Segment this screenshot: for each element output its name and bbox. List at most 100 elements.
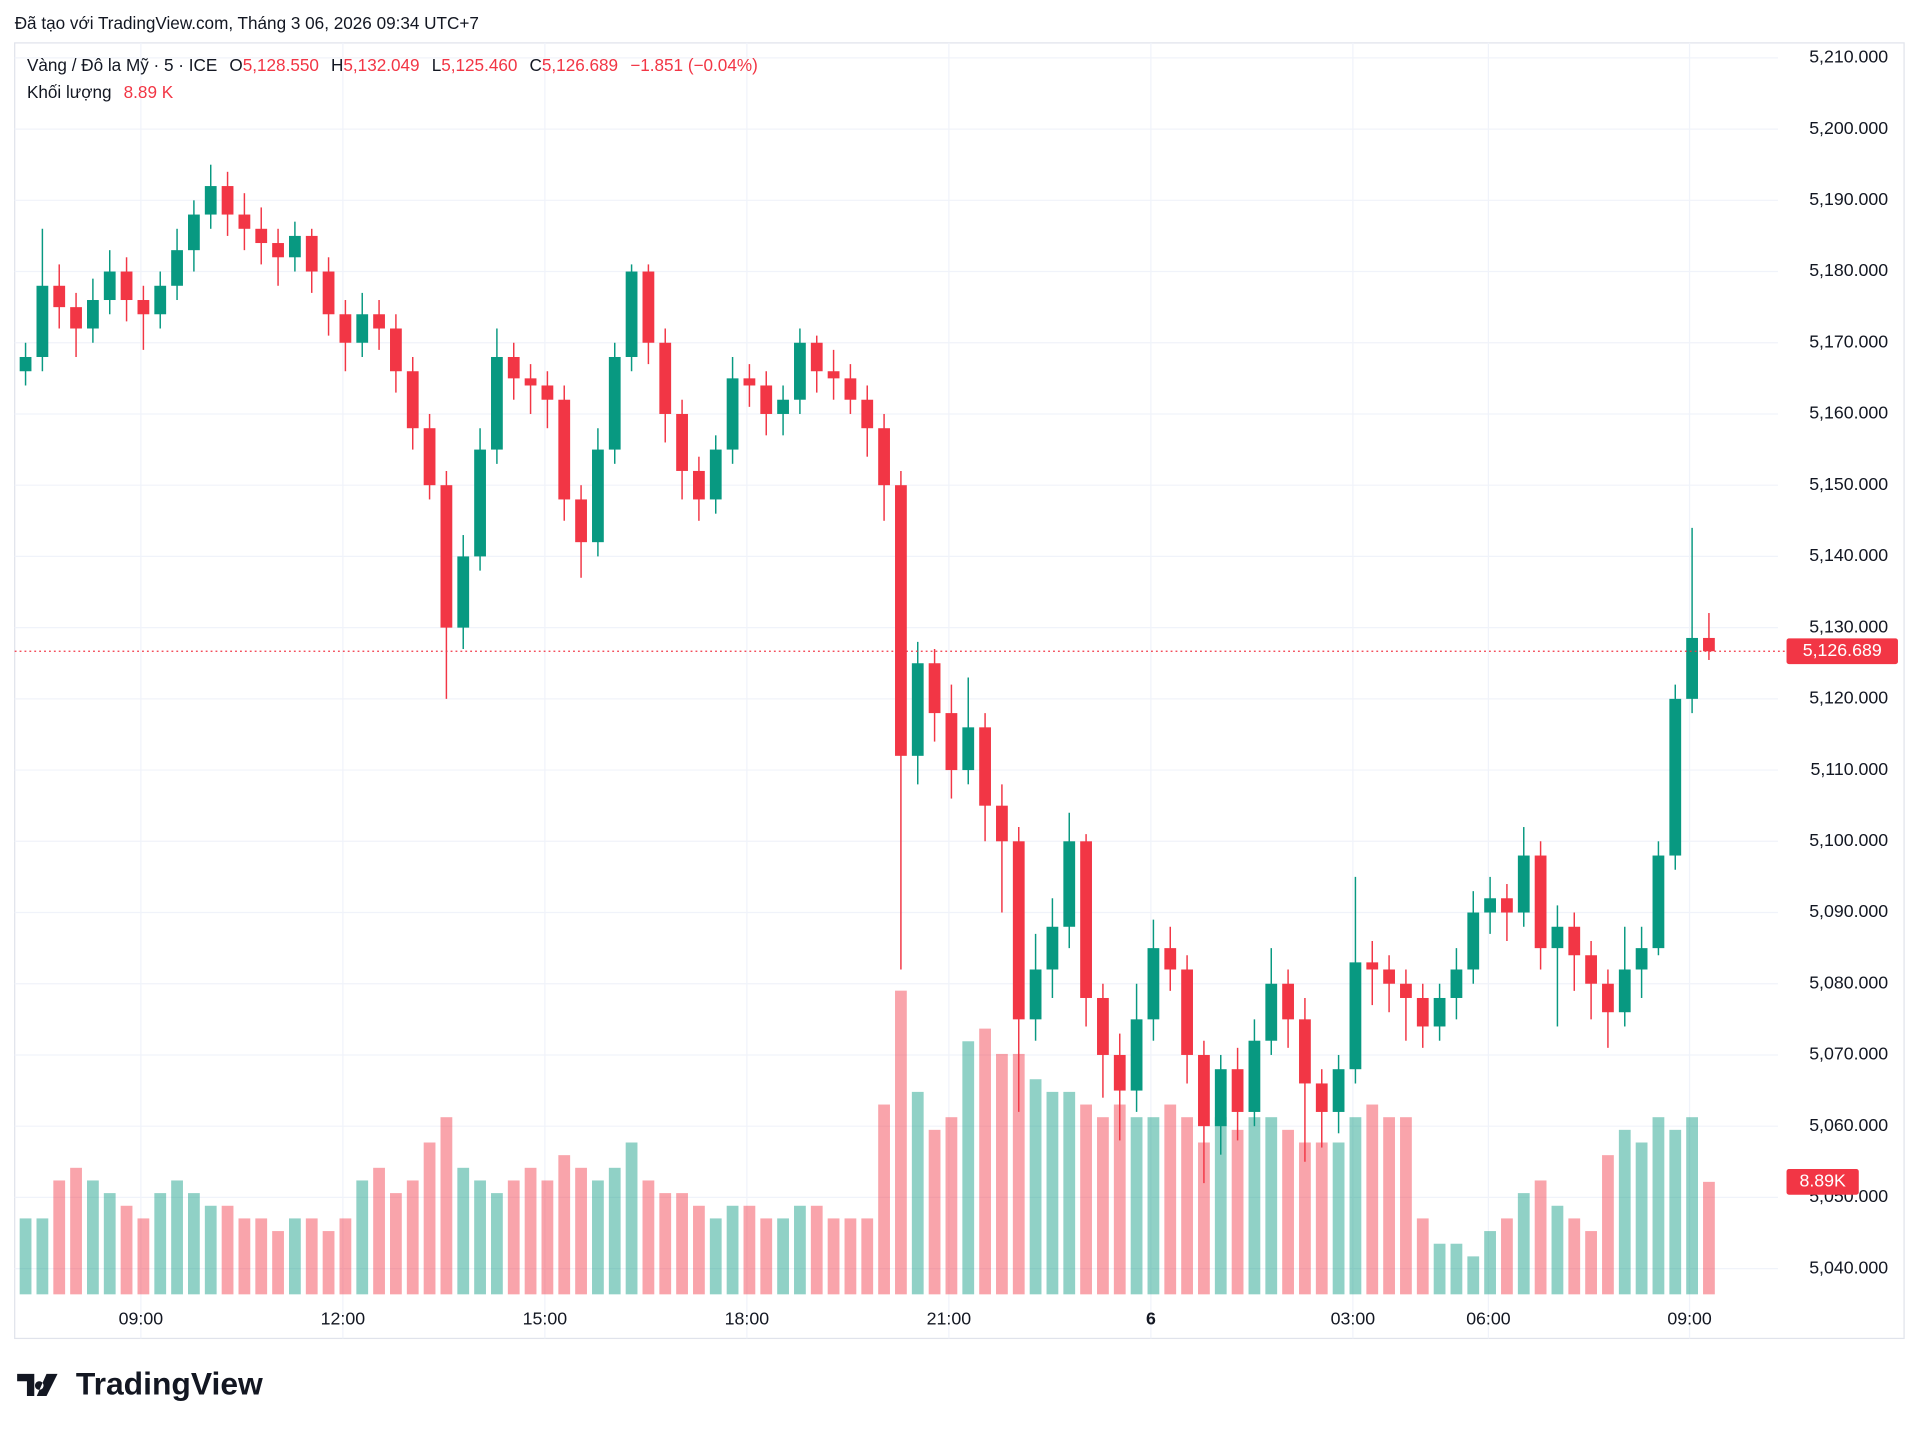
ohlc-value: 5,128.550 bbox=[243, 55, 319, 75]
candle-body bbox=[1517, 855, 1530, 913]
volume-bar bbox=[794, 1205, 806, 1295]
volume-bar bbox=[1080, 1104, 1092, 1295]
volume-bar bbox=[137, 1218, 150, 1295]
candle-body bbox=[272, 243, 284, 258]
volume-bar bbox=[1450, 1243, 1463, 1295]
candle-body bbox=[709, 449, 722, 500]
volume-bar bbox=[844, 1218, 857, 1295]
volume-bar bbox=[895, 990, 907, 1295]
ohlc-value: 5,125.460 bbox=[441, 55, 517, 75]
volume-bar bbox=[322, 1231, 335, 1295]
volume-bar bbox=[625, 1142, 638, 1295]
candle-body bbox=[1164, 948, 1177, 970]
volume-bar bbox=[423, 1142, 436, 1295]
volume-bar bbox=[1248, 1117, 1261, 1295]
candle-body bbox=[1703, 637, 1715, 652]
volume-badge: 8.89K bbox=[1799, 1171, 1846, 1191]
volume-bar bbox=[928, 1129, 941, 1295]
candle-body bbox=[659, 342, 672, 414]
price-badge-bg bbox=[1786, 638, 1898, 665]
candle-body bbox=[625, 271, 638, 357]
x-tick-label: 09:00 bbox=[1667, 1309, 1712, 1329]
candle-body bbox=[238, 214, 251, 229]
volume-bar bbox=[1113, 1104, 1126, 1295]
volume-bar bbox=[272, 1231, 284, 1295]
candle-body bbox=[760, 385, 773, 414]
candle-body bbox=[1602, 983, 1614, 1013]
x-tick-label: 12:00 bbox=[321, 1309, 366, 1329]
volume-bar bbox=[390, 1193, 402, 1295]
candle-body bbox=[693, 470, 705, 500]
volume-bar bbox=[743, 1205, 756, 1295]
candle-body bbox=[524, 378, 537, 386]
volume-bar bbox=[1433, 1243, 1446, 1295]
y-tick-label: 5,190.000 bbox=[1809, 189, 1888, 209]
volume-bar bbox=[1703, 1181, 1715, 1295]
candle-body bbox=[87, 300, 99, 329]
volume-bar bbox=[1097, 1117, 1109, 1295]
volume-bar bbox=[1501, 1218, 1513, 1295]
x-tick-label: 21:00 bbox=[927, 1309, 972, 1329]
candle-body bbox=[1686, 637, 1698, 699]
candle-body bbox=[827, 371, 840, 379]
volume-bar bbox=[1652, 1117, 1665, 1295]
candle-body bbox=[895, 485, 907, 756]
volume-bar bbox=[507, 1180, 520, 1295]
candle-body bbox=[1366, 962, 1379, 970]
candle-body bbox=[356, 314, 369, 343]
volume-bar bbox=[103, 1193, 116, 1295]
price-badge: 5,126.689 bbox=[1803, 640, 1882, 660]
candle-body bbox=[1113, 1054, 1126, 1091]
change: −1.851 (−0.04%) bbox=[630, 55, 758, 75]
volume-bar bbox=[676, 1193, 688, 1295]
candle-body bbox=[558, 399, 571, 500]
candle-body bbox=[844, 378, 857, 400]
candle-body bbox=[1635, 948, 1648, 970]
candle-body bbox=[1214, 1069, 1227, 1127]
volume-bar bbox=[996, 1053, 1008, 1295]
volume-bar bbox=[1063, 1091, 1076, 1295]
candle-body bbox=[1231, 1069, 1244, 1112]
volume-bar bbox=[1282, 1129, 1294, 1295]
candle-body bbox=[1315, 1083, 1328, 1112]
candle-body bbox=[373, 314, 385, 329]
volume-bar bbox=[1669, 1129, 1682, 1295]
candle-body bbox=[103, 271, 116, 301]
y-tick-label: 5,040.000 bbox=[1809, 1257, 1888, 1277]
volume-bar bbox=[524, 1167, 537, 1295]
volume-bar bbox=[1130, 1117, 1143, 1295]
volume-bar bbox=[1164, 1104, 1177, 1295]
volume-bar bbox=[356, 1180, 369, 1295]
candle-body bbox=[1282, 983, 1294, 1020]
candle-body bbox=[423, 428, 436, 486]
volume-bar bbox=[70, 1167, 82, 1295]
candle-body bbox=[36, 285, 49, 357]
ohlc-value: 5,126.689 bbox=[542, 55, 618, 75]
candle-body bbox=[120, 271, 133, 301]
volume-bar bbox=[1299, 1142, 1311, 1295]
volume-bar bbox=[1585, 1231, 1597, 1295]
volume-bar bbox=[810, 1205, 823, 1295]
candle-body bbox=[1568, 926, 1581, 956]
volume-bar bbox=[491, 1193, 503, 1295]
volume-bar bbox=[962, 1041, 975, 1295]
candle-body bbox=[1400, 983, 1412, 998]
volume-bar bbox=[575, 1167, 587, 1295]
candle-body bbox=[154, 285, 167, 315]
candle-body bbox=[1433, 997, 1446, 1027]
volume-bar bbox=[1315, 1142, 1328, 1295]
candle-body bbox=[1063, 841, 1076, 927]
candle-body bbox=[137, 300, 150, 315]
candle-body bbox=[1029, 969, 1042, 1020]
volume-bar bbox=[188, 1193, 200, 1295]
candle-body bbox=[1534, 855, 1547, 949]
symbol: Vàng / Đô la Mỹ · 5 · ICE bbox=[27, 55, 217, 75]
volume-value: 8.89 K bbox=[124, 82, 174, 102]
y-tick-label: 5,080.000 bbox=[1809, 972, 1888, 992]
volume-bar bbox=[592, 1180, 604, 1295]
y-tick-label: 5,120.000 bbox=[1809, 688, 1888, 708]
volume-bar bbox=[1517, 1193, 1530, 1295]
candle-body bbox=[962, 727, 975, 771]
candle-body bbox=[171, 250, 183, 286]
volume-bar bbox=[36, 1218, 49, 1295]
